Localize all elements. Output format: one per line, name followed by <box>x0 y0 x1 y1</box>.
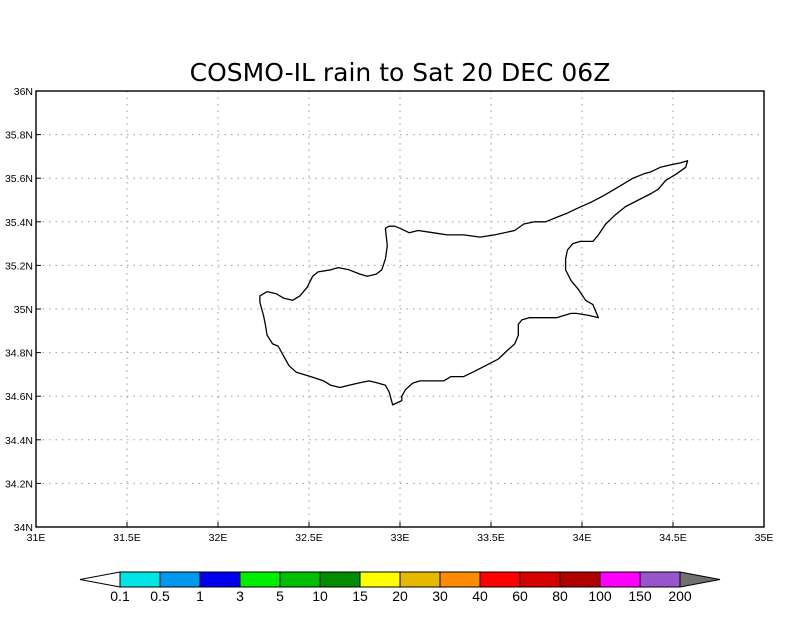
colorbar-label: 30 <box>432 588 448 604</box>
colorbar-label: 5 <box>276 588 284 604</box>
lon-tick-label: 33.5E <box>477 532 504 544</box>
colorbar-swatch <box>359 571 401 588</box>
lat-tick-label: 35.6N <box>5 173 33 185</box>
lon-tick-label: 34E <box>573 532 592 544</box>
colorbar-swatch <box>279 571 321 588</box>
colorbar-label: 0.1 <box>110 588 130 604</box>
colorbar-label: 10 <box>312 588 328 604</box>
colorbar-under-arrow <box>79 571 121 588</box>
colorbar-swatch <box>639 571 681 588</box>
lat-tick-label: 35.2N <box>5 260 33 272</box>
lat-tick-label: 35N <box>14 304 33 316</box>
colorbar-label: 15 <box>352 588 368 604</box>
colorbar: 0.1 0.5 1 3 5 10 15 20 30 40 60 80 100 150 200 <box>79 571 721 604</box>
lat-tick-label: 34.6N <box>5 391 33 403</box>
colorbar-label: 60 <box>512 588 528 604</box>
colorbar-label: 100 <box>588 588 612 604</box>
lat-tick-label: 36N <box>14 86 33 98</box>
lon-tick-label: 33E <box>391 532 410 544</box>
lon-tick-label: 34.5E <box>659 532 686 544</box>
map-title: COSMO-IL rain to Sat 20 DEC 06Z <box>190 58 611 87</box>
lat-tick-label: 34N <box>14 522 33 534</box>
lon-tick-label: 32E <box>209 532 228 544</box>
lon-tick-label: 31.5E <box>113 532 140 544</box>
longitude-axis: 31E 31.5E 32E 32.5E 33E 33.5E 34E 34.5E 35E <box>27 522 774 544</box>
colorbar-swatch <box>399 571 441 588</box>
colorbar-label: 80 <box>552 588 568 604</box>
lat-tick-label: 35.8N <box>5 130 33 142</box>
latitude-axis: 34N 34.2N 34.4N 34.6N 34.8N 35N 35.2N 35.4N 35.6… <box>5 86 41 534</box>
colorbar-swatch <box>439 571 481 588</box>
colorbar-swatch <box>119 571 161 588</box>
colorbar-label: 200 <box>668 588 692 604</box>
coastline-layer <box>259 160 689 406</box>
colorbar-swatch <box>199 571 241 588</box>
colorbar-swatch <box>559 571 601 588</box>
colorbar-label: 20 <box>392 588 408 604</box>
colorbar-swatch <box>239 571 281 588</box>
colorbar-swatch <box>519 571 561 588</box>
colorbar-label: 1 <box>196 588 204 604</box>
colorbar-label: 150 <box>628 588 652 604</box>
colorbar-swatch <box>479 571 521 588</box>
colorbar-label: 40 <box>472 588 488 604</box>
colorbar-swatch <box>319 571 361 588</box>
colorbar-label: 3 <box>236 588 244 604</box>
colorbar-swatch <box>159 571 201 588</box>
lat-tick-label: 34.8N <box>5 348 33 360</box>
lon-tick-label: 35E <box>755 532 774 544</box>
colorbar-over-arrow <box>679 571 721 588</box>
lon-tick-label: 32.5E <box>295 532 322 544</box>
gridlines <box>36 91 764 527</box>
colorbar-label: 0.5 <box>150 588 170 604</box>
cyprus-coastline <box>259 160 689 406</box>
lat-tick-label: 34.2N <box>5 478 33 490</box>
lat-tick-label: 35.4N <box>5 217 33 229</box>
colorbar-swatch <box>599 571 641 588</box>
lon-tick-label: 31E <box>27 532 46 544</box>
lat-tick-label: 34.4N <box>5 435 33 447</box>
